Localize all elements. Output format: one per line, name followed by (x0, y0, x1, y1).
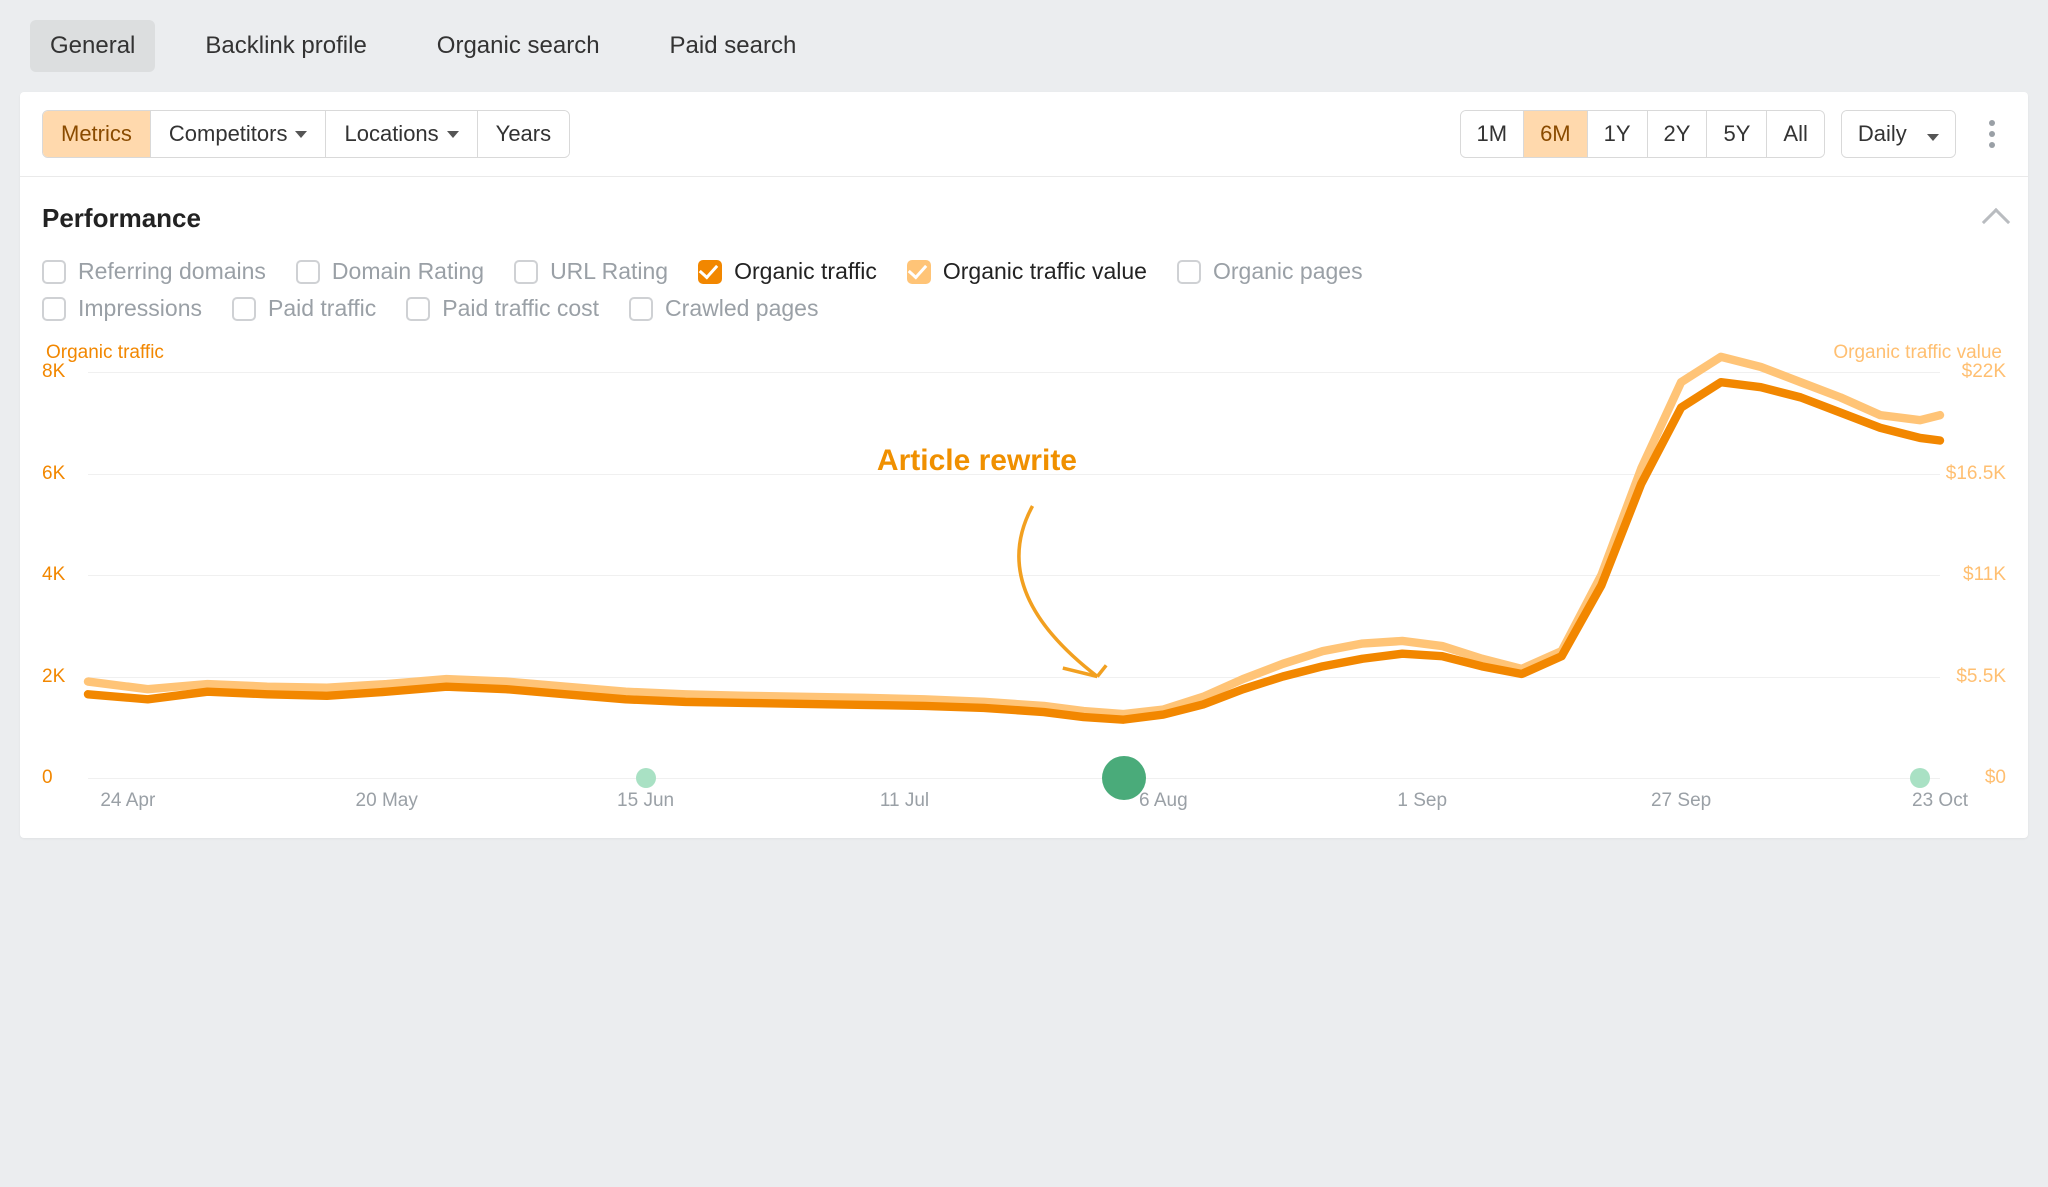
metric-organic-traffic[interactable]: Organic traffic (698, 258, 877, 285)
y-left-tick: 8K (42, 361, 86, 383)
nav-tab-organic-search[interactable]: Organic search (417, 20, 620, 72)
section-header: Performance (20, 177, 2028, 244)
metric-impressions[interactable]: Impressions (42, 295, 202, 322)
metric-label: Paid traffic cost (442, 295, 599, 322)
metric-domain-rating[interactable]: Domain Rating (296, 258, 484, 285)
x-tick: 11 Jul (880, 790, 929, 812)
granularity-button[interactable]: Daily (1842, 111, 1955, 157)
metric-organic-pages[interactable]: Organic pages (1177, 258, 1363, 285)
metrics-row-1: Referring domains Domain Rating URL Rating… (20, 244, 2028, 293)
x-tick: 15 Jun (617, 790, 674, 812)
metric-label: Impressions (78, 295, 202, 322)
checkbox-icon (42, 297, 66, 321)
chart-wrap: Organic traffic Organic traffic value 02… (20, 330, 2028, 838)
metric-label: Paid traffic (268, 295, 376, 322)
range-2y[interactable]: 2Y (1648, 111, 1708, 157)
y-right-tick: $11K (1944, 564, 2006, 586)
y-right-tick: $22K (1944, 361, 2006, 383)
segment-label: Competitors (169, 121, 288, 147)
y-right-tick: $5.5K (1944, 666, 2006, 688)
chevron-down-icon (295, 131, 307, 138)
x-tick: 20 May (356, 790, 418, 812)
chevron-down-icon (447, 131, 459, 138)
segment-label: Locations (344, 121, 438, 147)
kebab-menu-button[interactable] (1978, 120, 2006, 148)
metric-label: Organic traffic (734, 258, 877, 285)
segment-metrics[interactable]: Metrics (43, 111, 151, 157)
y-left-tick: 4K (42, 564, 86, 586)
metric-label: Organic traffic value (943, 258, 1147, 285)
metric-label: Organic pages (1213, 258, 1363, 285)
segment-label: Years (496, 121, 551, 147)
collapse-icon[interactable] (1982, 207, 2010, 235)
checkbox-icon (629, 297, 653, 321)
nav-tabs: General Backlink profile Organic search Pai… (20, 20, 2028, 92)
x-tick: 24 Apr (100, 790, 155, 812)
timerange-group: 1M6M1Y2Y5YAll (1460, 110, 1825, 158)
granularity-group: Daily (1841, 110, 1956, 158)
nav-tab-backlink-profile[interactable]: Backlink profile (185, 20, 386, 72)
checkbox-icon (698, 260, 722, 284)
chevron-down-icon (1927, 134, 1939, 141)
toolbar: Metrics Competitors Locations Years 1M6M1Y2… (20, 92, 2028, 177)
y-right-tick: $0 (1944, 767, 2006, 789)
x-tick: 23 Oct (1912, 790, 1968, 812)
metric-url-rating[interactable]: URL Rating (514, 258, 668, 285)
range-1m[interactable]: 1M (1461, 111, 1525, 157)
x-tick: 6 Aug (1139, 790, 1188, 812)
checkbox-icon (406, 297, 430, 321)
segment-label: Metrics (61, 121, 132, 147)
gridline (88, 778, 1940, 779)
checkbox-icon (907, 260, 931, 284)
y-right-tick: $16.5K (1944, 463, 2006, 485)
x-tick: 1 Sep (1397, 790, 1447, 812)
metric-paid-traffic-cost[interactable]: Paid traffic cost (406, 295, 599, 322)
annotation-arrow (88, 372, 1940, 778)
y-left-tick: 0 (42, 767, 86, 789)
metric-label: Crawled pages (665, 295, 818, 322)
checkbox-icon (296, 260, 320, 284)
metric-crawled-pages[interactable]: Crawled pages (629, 295, 818, 322)
metric-paid-traffic[interactable]: Paid traffic (232, 295, 376, 322)
segment-locations[interactable]: Locations (326, 111, 477, 157)
checkbox-icon (232, 297, 256, 321)
x-tick: 27 Sep (1651, 790, 1711, 812)
nav-tab-paid-search[interactable]: Paid search (650, 20, 817, 72)
metric-organic-traffic-value[interactable]: Organic traffic value (907, 258, 1147, 285)
nav-tab-general[interactable]: General (30, 20, 155, 72)
range-5y[interactable]: 5Y (1707, 111, 1767, 157)
performance-chart: 02K4K6K8K$0$5.5K$11K$16.5K$22KArticle re… (42, 372, 2006, 812)
range-6m[interactable]: 6M (1524, 111, 1588, 157)
left-segment-group: Metrics Competitors Locations Years (42, 110, 570, 158)
range-1y[interactable]: 1Y (1588, 111, 1648, 157)
granularity-label: Daily (1858, 121, 1907, 146)
checkbox-icon (42, 260, 66, 284)
checkbox-icon (1177, 260, 1201, 284)
plot-area: 02K4K6K8K$0$5.5K$11K$16.5K$22KArticle re… (88, 372, 1940, 778)
y-left-tick: 6K (42, 463, 86, 485)
metric-referring-domains[interactable]: Referring domains (42, 258, 266, 285)
segment-competitors[interactable]: Competitors (151, 111, 327, 157)
metric-label: Domain Rating (332, 258, 484, 285)
metrics-row-2: Impressions Paid traffic Paid traffic cost… (20, 293, 2028, 330)
metric-label: Referring domains (78, 258, 266, 285)
metric-label: URL Rating (550, 258, 668, 285)
performance-card: MetricsCompetitorsLocationsYears 1M6M1Y2… (20, 92, 2028, 838)
y-left-tick: 2K (42, 666, 86, 688)
range-all[interactable]: All (1767, 111, 1823, 157)
segment-years[interactable]: Years (478, 111, 569, 157)
checkbox-icon (514, 260, 538, 284)
section-title: Performance (42, 203, 1986, 234)
